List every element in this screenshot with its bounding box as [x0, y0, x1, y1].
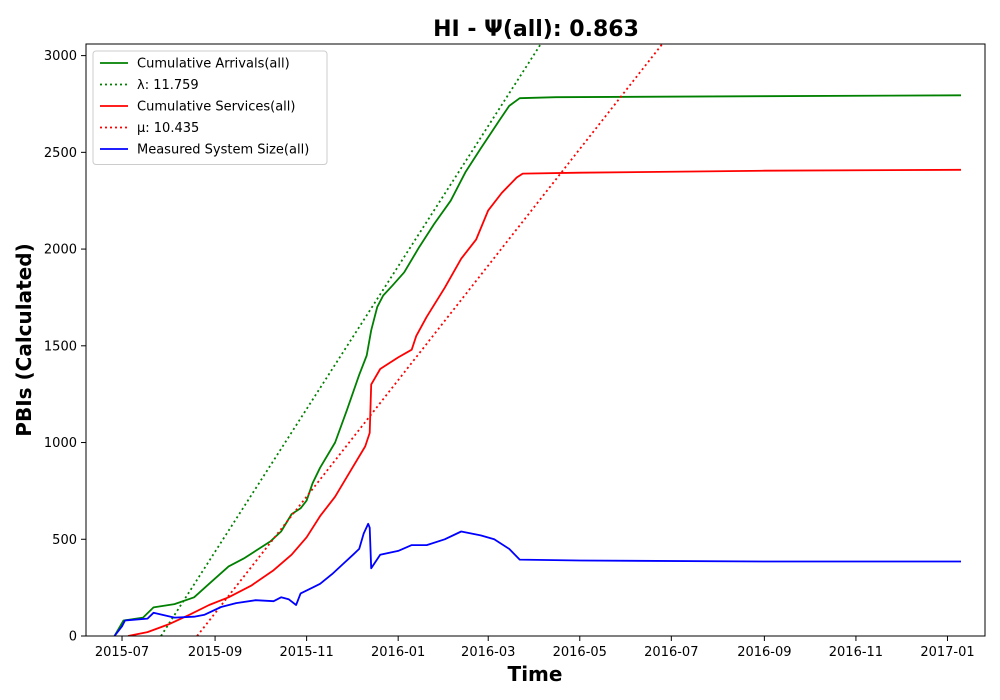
- legend-label: μ: 10.435: [137, 121, 199, 136]
- y-tick-label: 1500: [44, 339, 77, 354]
- x-tick-label: 2016-11: [829, 645, 883, 660]
- series-line-2: [160, 44, 542, 636]
- y-tick-label: 3000: [44, 49, 77, 64]
- series-group: [113, 44, 962, 636]
- series-line-3: [127, 168, 962, 636]
- x-axis: 2015-07 2015-09 2015-11 2016-01 2016-03 2016-…: [95, 636, 975, 660]
- plot-frame: [85, 43, 986, 637]
- series-line-4: [196, 44, 664, 636]
- chart-title: HI - Ψ(all): 0.863: [433, 17, 639, 42]
- y-tick-label: 0: [69, 630, 77, 645]
- y-axis-label: PBIs (Calculated): [12, 243, 36, 436]
- x-tick-label: 2016-09: [737, 645, 791, 660]
- plot-area: [113, 44, 962, 636]
- y-axis: 0 500 1000 1500 2000 2500 3000: [44, 49, 86, 645]
- x-tick-label: 2017-01: [920, 645, 974, 660]
- legend-label: Cumulative Services(all): [137, 100, 295, 115]
- legend: Cumulative Arrivals(all) λ: 11.759 Cumulat…: [92, 50, 328, 165]
- legend-label: Cumulative Arrivals(all): [137, 57, 290, 72]
- x-tick-label: 2016-05: [553, 645, 607, 660]
- y-tick-label: 2500: [44, 146, 77, 161]
- y-tick-label: 1000: [44, 436, 77, 451]
- series-line-5: [113, 522, 961, 636]
- legend-box: [92, 50, 328, 165]
- x-tick-label: 2015-07: [95, 645, 149, 660]
- y-tick-label: 500: [52, 533, 77, 548]
- legend-label: λ: 11.759: [137, 78, 199, 93]
- x-tick-label: 2015-09: [188, 645, 242, 660]
- x-tick-label: 2016-07: [644, 645, 698, 660]
- series-line-1: [113, 94, 962, 636]
- x-axis-label: Time: [508, 662, 563, 686]
- x-tick-label: 2016-03: [461, 645, 515, 660]
- x-tick-label: 2015-11: [279, 645, 333, 660]
- x-tick-label: 2016-01: [371, 645, 425, 660]
- y-tick-label: 2000: [44, 243, 77, 258]
- legend-label: Measured System Size(all): [137, 143, 309, 158]
